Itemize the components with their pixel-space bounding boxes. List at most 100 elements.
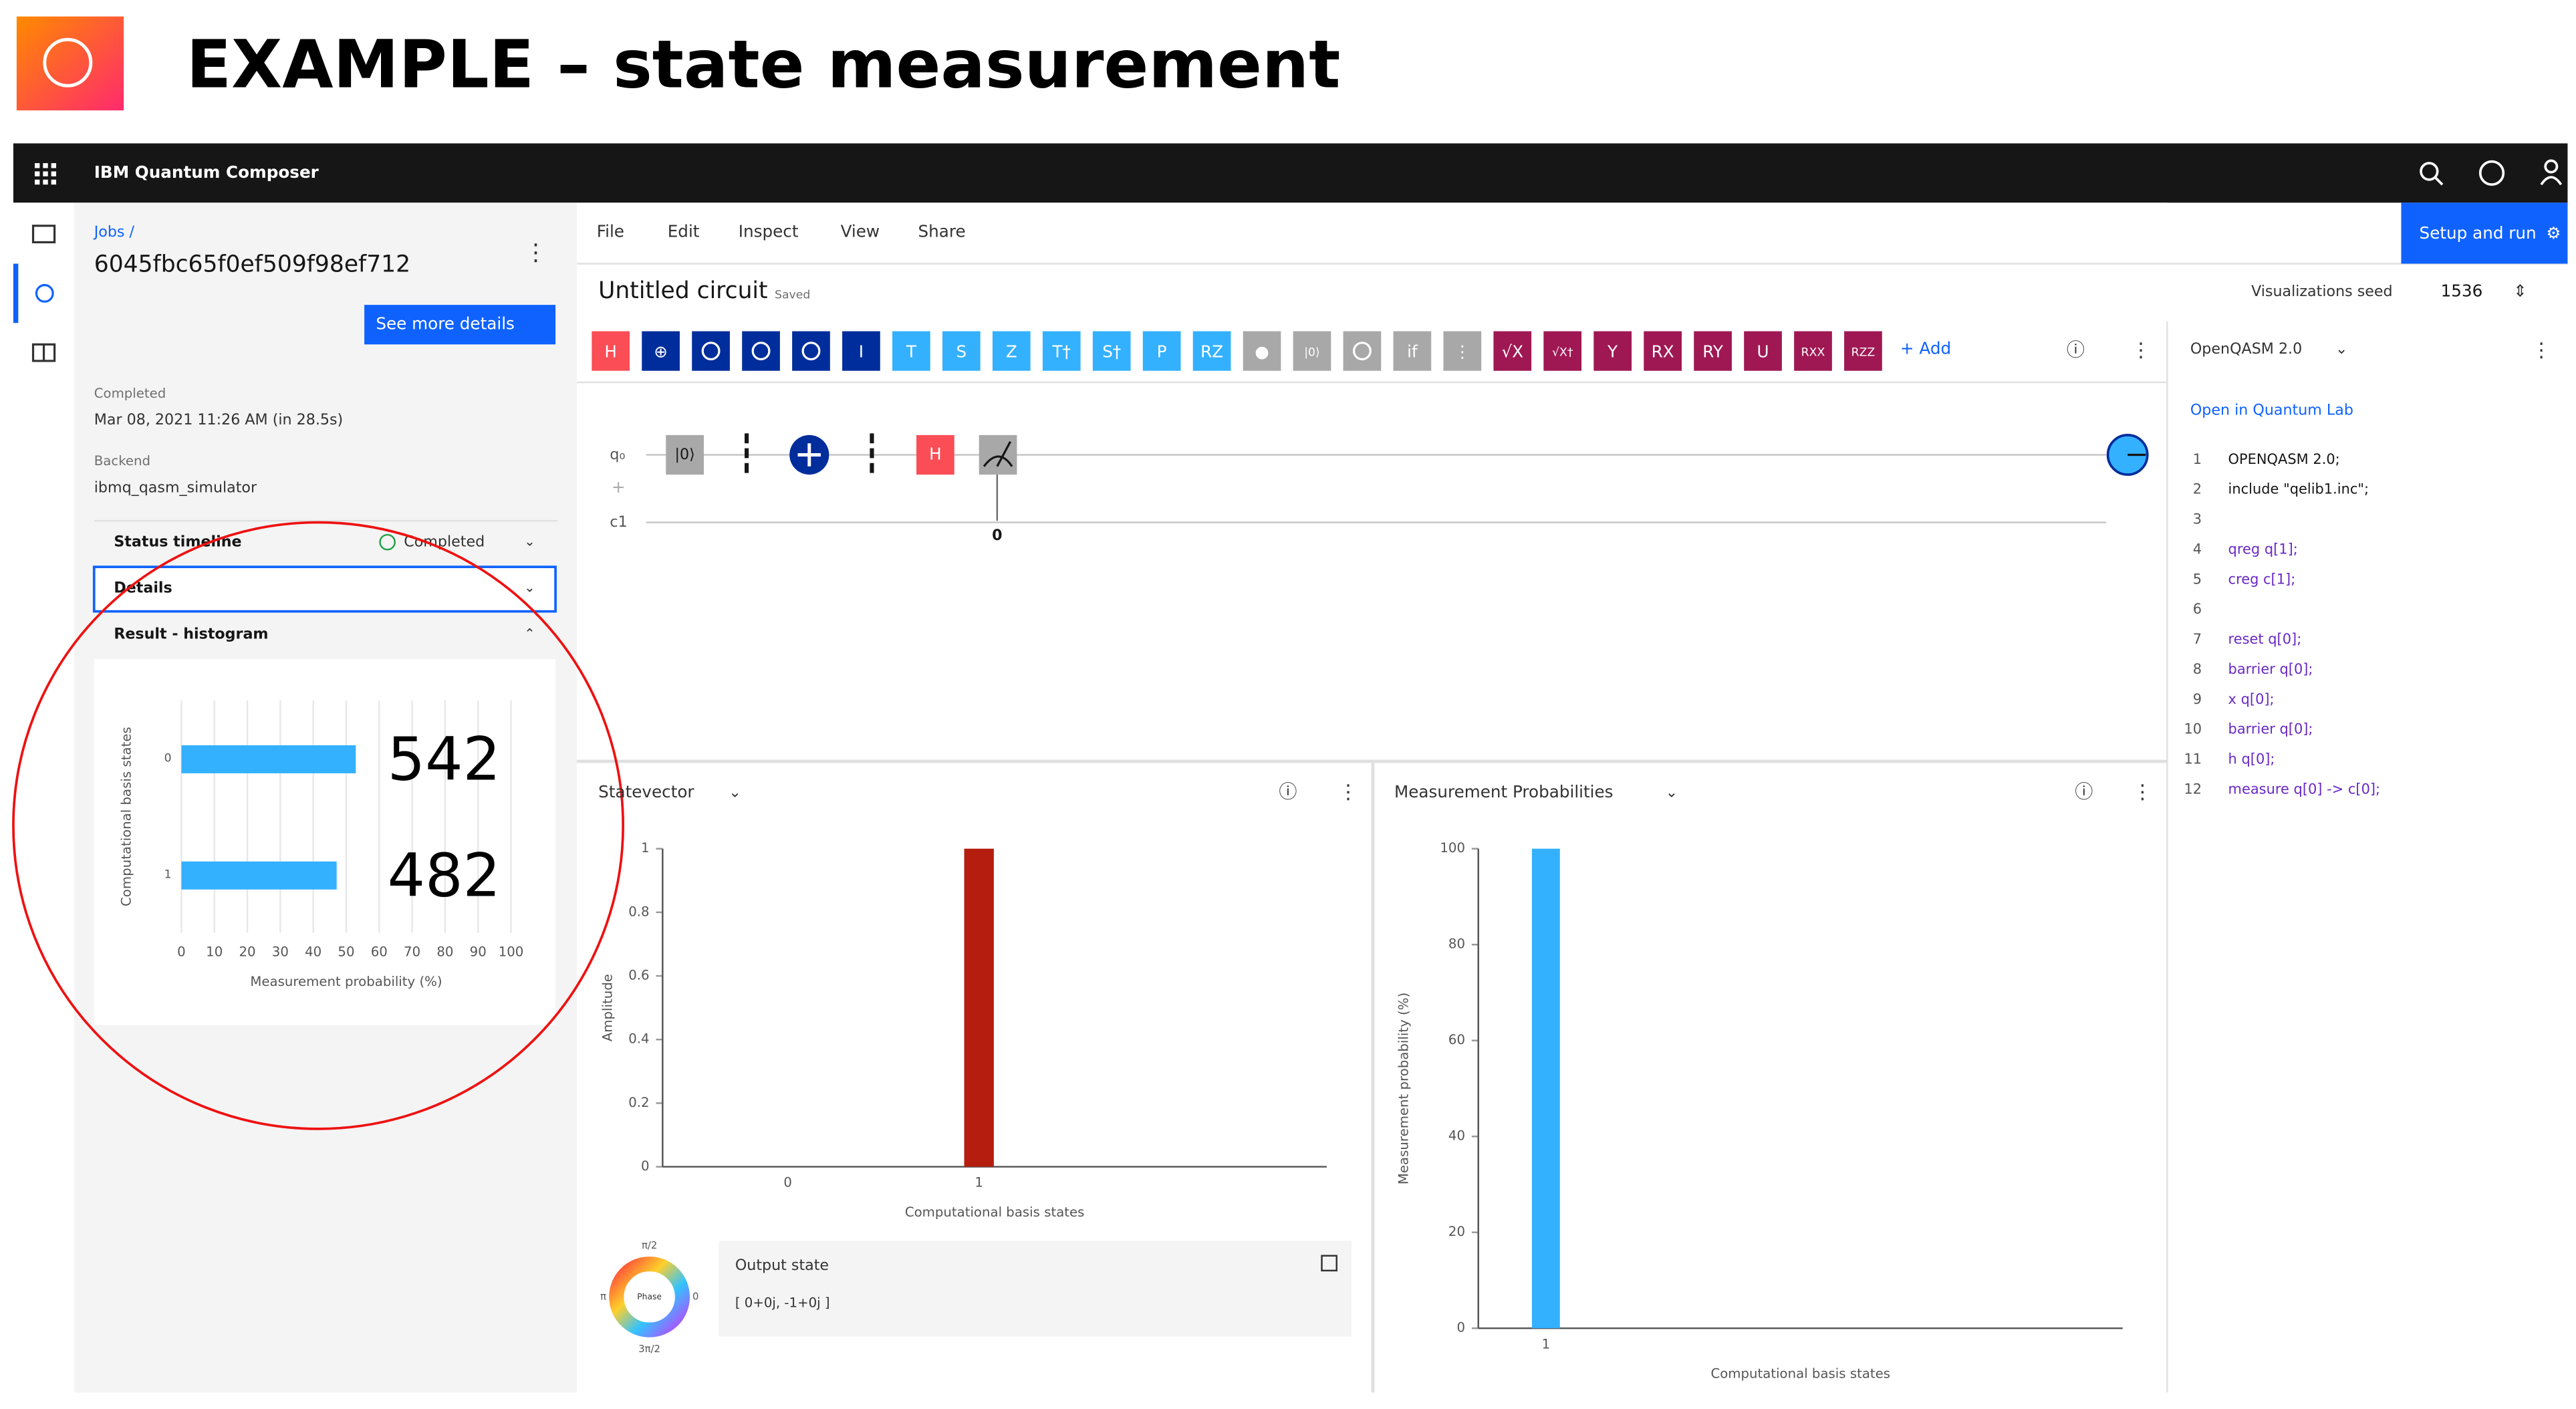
gate-label[interactable]: T bbox=[906, 342, 917, 362]
rail-icons[interactable] bbox=[31, 225, 56, 362]
copy-icon[interactable] bbox=[1321, 1255, 1337, 1272]
gate-icon bbox=[801, 342, 821, 361]
gate-label[interactable]: U bbox=[1757, 342, 1769, 362]
output-value: [ 0+0j, -1+0j ] bbox=[735, 1295, 830, 1311]
gate-label: H bbox=[929, 444, 942, 463]
details-row[interactable] bbox=[92, 565, 557, 613]
logo bbox=[16, 16, 124, 111]
gate-label[interactable]: H bbox=[604, 342, 617, 362]
gate-23[interactable] bbox=[1744, 331, 1782, 371]
gate-icon bbox=[1353, 342, 1372, 361]
menu-item[interactable]: Share bbox=[918, 222, 965, 241]
breadcrumb[interactable]: Jobs / bbox=[93, 223, 135, 241]
gate-label[interactable]: RZ bbox=[1200, 342, 1223, 362]
details-button-label[interactable]: See more details bbox=[376, 314, 515, 334]
gate-3[interactable] bbox=[742, 331, 780, 371]
gate-11[interactable] bbox=[1142, 331, 1181, 371]
menu-item[interactable]: View bbox=[841, 222, 880, 241]
gate-label[interactable]: S† bbox=[1102, 342, 1121, 362]
overflow-menu[interactable]: ⋮ bbox=[2133, 780, 2153, 803]
gate-label[interactable]: √X† bbox=[1552, 346, 1573, 360]
line-number: 11 bbox=[2184, 751, 2202, 767]
add-link[interactable]: + Add bbox=[1900, 339, 1951, 358]
circuit-title: Untitled circuit bbox=[598, 277, 767, 304]
gate-label[interactable]: RZZ bbox=[1851, 346, 1876, 360]
gate-label[interactable]: √X bbox=[1502, 342, 1524, 362]
app-switcher[interactable] bbox=[34, 163, 57, 185]
gate-label[interactable]: RXX bbox=[1801, 346, 1825, 360]
gate-2[interactable] bbox=[692, 331, 730, 371]
gate-10[interactable] bbox=[1092, 331, 1131, 371]
gate-18[interactable] bbox=[1493, 331, 1532, 371]
gate-7[interactable] bbox=[942, 331, 981, 371]
setup-label[interactable]: Setup and run bbox=[2420, 223, 2537, 243]
code-line: qreg q[1]; bbox=[2228, 541, 2298, 557]
gate-label[interactable]: ⋮ bbox=[1454, 342, 1471, 362]
gate-label[interactable]: if bbox=[1407, 342, 1418, 362]
chevron[interactable]: ⌄ bbox=[1666, 783, 1678, 801]
gate-5[interactable] bbox=[842, 331, 880, 371]
y-axis-label: Computational basis states bbox=[119, 727, 134, 906]
gate-label[interactable]: I bbox=[859, 342, 864, 362]
gate-icon bbox=[751, 342, 771, 361]
gate-13[interactable] bbox=[1243, 331, 1281, 371]
add-qubit[interactable]: + bbox=[612, 477, 626, 497]
measure-bit: 0 bbox=[992, 527, 1002, 544]
details-button[interactable] bbox=[364, 305, 556, 345]
label: Completed bbox=[94, 386, 166, 401]
overflow-menu[interactable]: ⋮ bbox=[2531, 339, 2551, 362]
gate-4[interactable] bbox=[792, 331, 830, 371]
gate-label[interactable]: T† bbox=[1052, 342, 1071, 362]
gate-icon bbox=[701, 342, 721, 361]
info-icon: ⓘ bbox=[2075, 781, 2093, 802]
gate-label[interactable]: Y bbox=[1607, 342, 1618, 362]
gate-label[interactable]: ● bbox=[1255, 342, 1269, 362]
gate-16[interactable] bbox=[1393, 331, 1432, 371]
chevron[interactable]: ⌄ bbox=[729, 783, 741, 801]
gate-19[interactable] bbox=[1543, 331, 1582, 371]
gate-9[interactable] bbox=[1042, 331, 1081, 371]
gate-1[interactable] bbox=[642, 331, 680, 371]
h-gate[interactable] bbox=[916, 434, 954, 475]
overflow-menu[interactable]: ⋮ bbox=[524, 239, 547, 266]
gate-label[interactable]: |0⟩ bbox=[1304, 346, 1320, 360]
gate-0[interactable] bbox=[592, 331, 630, 371]
setup-button[interactable] bbox=[2401, 203, 2568, 264]
gate-label[interactable]: P bbox=[1157, 342, 1167, 362]
gate-20[interactable] bbox=[1593, 331, 1632, 371]
gate-25[interactable] bbox=[1844, 331, 1882, 371]
x-tick-label: 90 bbox=[470, 944, 487, 960]
gate-21[interactable] bbox=[1644, 331, 1682, 371]
gate-label[interactable]: RX bbox=[1652, 342, 1674, 362]
gate-12[interactable] bbox=[1192, 331, 1231, 371]
menu-item[interactable]: File bbox=[597, 222, 624, 241]
quantum-lab-link[interactable]: Open in Quantum Lab bbox=[2190, 401, 2353, 418]
reset-gate[interactable] bbox=[666, 434, 704, 475]
chevron[interactable]: ⌄ bbox=[2335, 340, 2348, 358]
y-tick-label: 0.6 bbox=[628, 968, 649, 983]
gate-14[interactable] bbox=[1293, 331, 1331, 371]
gate-24[interactable] bbox=[1794, 331, 1832, 371]
gate-label[interactable]: RY bbox=[1702, 342, 1724, 362]
overflow-menu[interactable]: ⋮ bbox=[1338, 780, 1358, 803]
gate-17[interactable] bbox=[1443, 331, 1482, 371]
gate-label[interactable]: ⊕ bbox=[654, 342, 668, 362]
measure-gate[interactable] bbox=[979, 434, 1017, 475]
top-icons[interactable] bbox=[2420, 159, 2563, 186]
wheel-label: 0 bbox=[692, 1291, 698, 1302]
seed-value[interactable]: 1536 bbox=[2441, 281, 2483, 300]
overflow-menu[interactable]: ⋮ bbox=[2131, 339, 2151, 362]
accordion-title[interactable]: Result - histogram bbox=[114, 626, 268, 643]
gate-label[interactable]: S bbox=[956, 342, 967, 362]
gate-22[interactable] bbox=[1694, 331, 1732, 371]
gate-label[interactable]: Z bbox=[1006, 342, 1017, 362]
menu-item[interactable]: Inspect bbox=[739, 222, 799, 241]
accordion-title[interactable]: Status timeline bbox=[114, 533, 241, 551]
slide-title: EXAMPLE – state measurement bbox=[186, 26, 1341, 103]
gate-8[interactable] bbox=[992, 331, 1031, 371]
spinner[interactable]: ⇕ bbox=[2513, 281, 2527, 300]
gate-6[interactable] bbox=[892, 331, 930, 371]
gate-15[interactable] bbox=[1343, 331, 1382, 371]
menu-item[interactable]: Edit bbox=[668, 222, 700, 241]
